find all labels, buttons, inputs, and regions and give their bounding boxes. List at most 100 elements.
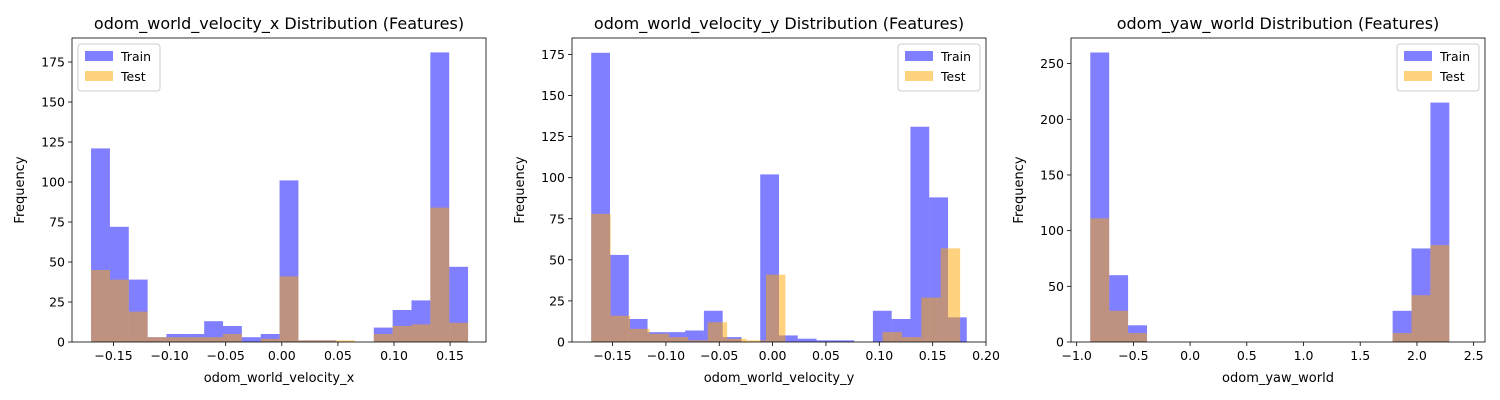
legend-label-test: Test [1439,69,1465,84]
bars [91,52,469,342]
bar-train-8 [241,337,261,342]
y-tick-label: 50 [1048,279,1064,294]
bar-test-3 [649,333,669,342]
y-tick-label: 150 [541,88,565,103]
y-tick-label: 150 [41,95,65,110]
x-tick-label: 0.20 [972,348,1000,363]
y-tick-label: 125 [541,129,565,144]
y-tick-label: 175 [541,47,565,62]
bar-test-16 [1392,333,1412,342]
bar-test-2 [1128,333,1147,342]
bar-test-4 [668,337,689,342]
axes-frame [71,37,487,343]
x-tick-label: 2.5 [1464,348,1484,363]
legend-label-train: Train [120,49,151,64]
legend: Train Test [77,43,161,92]
bar-test-3 [147,337,167,342]
bar-test-9 [260,338,280,342]
y-axis-label: Frequency [13,156,28,223]
bar-test-15 [373,334,393,342]
bar-test-16 [901,337,922,342]
bar-test-18 [1430,245,1450,342]
bar-test-17 [1411,295,1431,342]
y-tick-label: 125 [41,135,65,150]
x-tick-label: 0.00 [268,348,296,363]
bar-test-1 [109,279,129,342]
y-tick-label: 200 [1040,112,1064,127]
bar-test-7 [223,334,242,342]
bar-test-19 [449,322,469,342]
axes-frame [1070,37,1486,343]
y-tick-label: 175 [41,55,65,70]
bar-test-5 [688,340,708,342]
y-axis-label: Frequency [1012,156,1027,223]
x-tick-label: 0.15 [436,348,464,363]
x-tick-label: −0.05 [700,348,738,363]
x-tick-label: 0.10 [380,348,408,363]
x-axis-label: odom_yaw_world [1222,371,1334,386]
chart-title: odom_world_velocity_y Distribution (Feat… [594,14,964,34]
bar-test-1 [1109,310,1129,342]
bar-test-0 [91,270,110,342]
chart-title: odom_yaw_world Distribution (Features) [1117,14,1440,34]
x-tick-label: −0.05 [207,348,245,363]
chart-title: odom_world_velocity_x Distribution (Feat… [94,14,464,34]
bar-test-0 [1090,218,1110,342]
y-tick-label: 100 [41,175,65,190]
bar-train-9 [260,334,280,342]
axes-frame [571,37,987,343]
bar-test-13 [336,340,355,342]
bar-test-9 [765,274,786,342]
legend-label-train: Train [940,49,971,64]
y-axis-label: Frequency [513,156,528,223]
legend-swatch-test [1404,71,1432,81]
y-tick-label: 25 [549,293,565,308]
legend-swatch-train [905,51,933,61]
bar-train-12 [816,340,836,342]
bar-test-17 [921,297,941,342]
x-tick-label: 1.0 [1294,348,1314,363]
bar-test-1 [610,315,631,342]
bar-train-17 [910,126,930,342]
bar-test-12 [317,340,337,342]
bar-test-0 [591,213,611,342]
bar-test-6 [707,322,728,342]
legend-swatch-test [905,71,933,81]
bar-test-18 [430,207,450,342]
legend: Train Test [1396,43,1480,92]
bar-test-2 [630,328,650,342]
x-tick-label: −0.15 [593,348,631,363]
bar-train-6 [204,321,224,342]
legend: Train Test [897,43,981,92]
legend-swatch-train [85,51,113,61]
bar-test-16 [392,326,412,342]
bar-test-15 [882,332,902,342]
x-axis-label: odom_world_velocity_y [704,371,855,386]
bar-train-11 [797,338,817,342]
bar-train-10 [779,335,798,342]
legend-swatch-train [1404,51,1432,61]
x-tick-label: −0.10 [647,348,685,363]
y-tick-label: 50 [549,252,565,267]
x-tick-label: 0.00 [759,348,787,363]
y-tick-label: 100 [1040,223,1064,238]
y-tick-label: 0 [1056,335,1064,350]
x-tick-label: 0.5 [1237,348,1257,363]
legend-label-test: Test [940,69,966,84]
x-tick-label: 0.10 [865,348,893,363]
bar-test-4 [166,337,186,342]
chart-panel-3: −1.0 −0.5 0.0 0.5 1.0 1.5 2.0 2.5 0 50 100 150 200 25… [1012,14,1486,386]
legend-label-train: Train [1439,49,1470,64]
y-tick-label: 250 [1040,56,1064,71]
bar-test-7 [727,338,747,342]
x-tick-label: −1.0 [1061,348,1091,363]
x-tick-label: 2.0 [1407,348,1427,363]
bar-test-2 [128,311,148,342]
bar-train-5 [685,330,704,342]
x-tick-label: 0.0 [1180,348,1200,363]
y-tick-label: 0 [57,335,65,350]
bar-test-17 [411,324,431,342]
y-tick-label: 75 [49,215,65,230]
x-tick-label: 0.05 [324,348,352,363]
